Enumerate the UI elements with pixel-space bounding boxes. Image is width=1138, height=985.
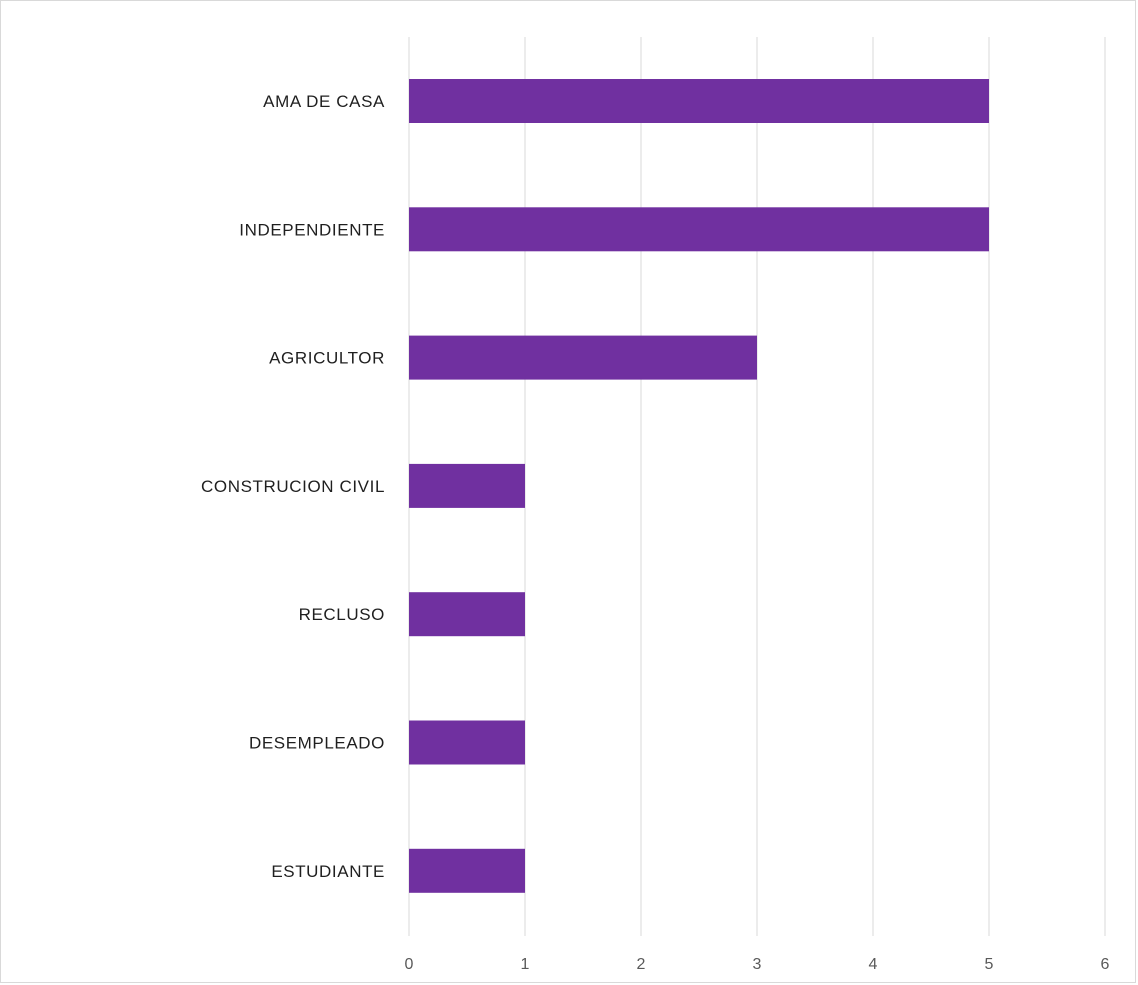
category-label: INDEPENDIENTE [239,220,385,239]
x-tick-label: 1 [521,956,530,973]
bar [409,463,525,508]
category-label: RECLUSO [299,605,385,624]
category-label: DESEMPLEADO [249,734,385,753]
x-tick-label: 5 [985,956,994,973]
bar [409,720,525,765]
category-label: AGRICULTOR [269,349,385,368]
bar [409,335,757,380]
x-axis-tick-labels: 0 1 2 3 4 5 6 [405,956,1110,973]
category-label: ESTUDIANTE [271,862,385,881]
bar [409,207,989,252]
gridlines [408,37,1106,936]
x-tick-label: 3 [753,956,762,973]
x-tick-label: 2 [637,956,646,973]
bar [409,592,525,637]
x-tick-label: 6 [1101,956,1110,973]
category-labels: AMA DE CASA INDEPENDIENTE AGRICULTOR CONSTR… [201,92,385,881]
category-label: AMA DE CASA [263,92,385,111]
bars [409,79,989,893]
x-tick-label: 4 [869,956,878,973]
bar [409,79,989,123]
bar [409,848,525,893]
category-label: CONSTRUCION CIVIL [201,477,385,496]
x-tick-label: 0 [405,956,414,973]
